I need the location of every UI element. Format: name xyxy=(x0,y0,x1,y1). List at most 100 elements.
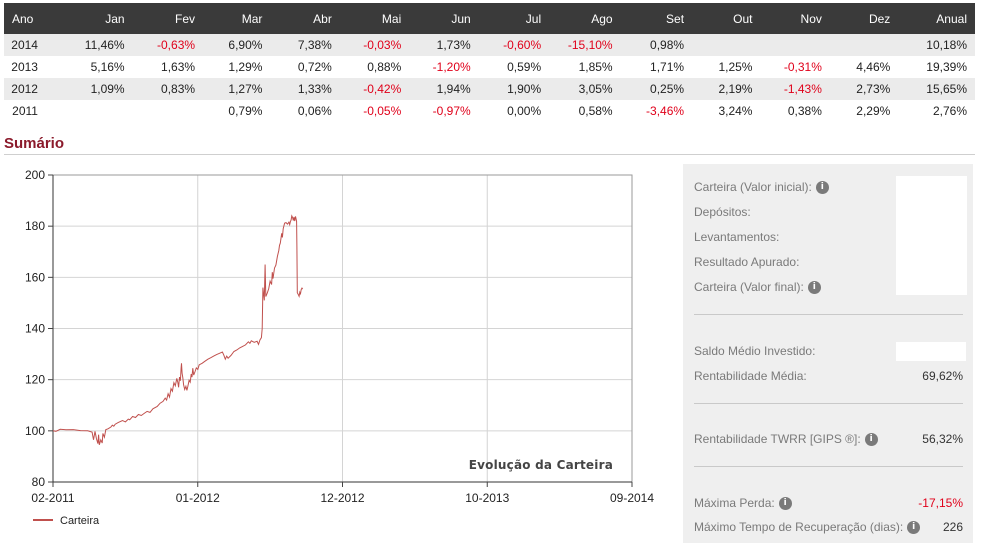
return-cell: 1,09% xyxy=(51,78,132,100)
summary-row: Levantamentos: xyxy=(694,228,963,246)
return-cell: -1,43% xyxy=(759,78,829,100)
summary-label-text: Levantamentos: xyxy=(694,230,780,244)
return-cell: 2,73% xyxy=(828,78,898,100)
return-cell: 10,18% xyxy=(897,34,975,56)
column-header-out: Out xyxy=(691,3,760,34)
chart-title: Evolução da Carteira xyxy=(469,458,613,472)
column-header-mai: Mai xyxy=(338,3,409,34)
table-row: 2012 1,09% 0,83% 1,27% 1,33% -0,42% 1,94% 1,90%… xyxy=(4,78,975,100)
portfolio-evolution-chart: 80 100 120 140 160 180 200 02-2011 01-2012 12-20… xyxy=(25,168,654,527)
summary-row-label: Depósitos: xyxy=(694,205,751,219)
info-circle-icon[interactable]: i xyxy=(815,180,829,194)
summary-row: Resultado Apurado: xyxy=(694,253,963,271)
return-cell: -0,42% xyxy=(338,78,409,100)
year-cell: 2013 xyxy=(4,56,52,78)
return-cell: 6,90% xyxy=(202,34,270,56)
legend-label-carteira[interactable]: Carteira xyxy=(60,515,100,527)
x-tick-label: 10-2013 xyxy=(465,491,509,505)
summary-row-label: Rentabilidade TWRR [GIPS ®]: i xyxy=(694,432,878,446)
return-cell: 11,46% xyxy=(51,34,132,56)
table-row: 2011 0,79% 0,06% -0,05% -0,97% 0,00% 0,58% -3,4… xyxy=(4,100,975,122)
column-header-fev: Fev xyxy=(131,3,203,34)
summary-row-label: Carteira (Valor inicial): i xyxy=(694,180,829,194)
y-tick-label: 100 xyxy=(25,424,45,438)
column-header-jan: Jan xyxy=(51,3,132,34)
summary-row-value: 226 xyxy=(942,520,963,534)
return-cell: 0,83% xyxy=(131,78,203,100)
summary-row: Máximo Tempo de Recuperação (dias): i 226 xyxy=(694,518,963,536)
return-cell: 1,25% xyxy=(691,56,760,78)
return-cell: 1,90% xyxy=(477,78,549,100)
column-header-anual: Anual xyxy=(897,3,975,34)
panel-divider xyxy=(694,314,963,315)
return-cell: 1,29% xyxy=(202,56,270,78)
summary-row-label: Saldo Médio Investido: xyxy=(694,344,815,358)
values-box-top xyxy=(896,176,967,295)
return-cell: 0,79% xyxy=(202,100,270,122)
chart-grid xyxy=(53,174,632,483)
return-cell xyxy=(51,100,132,122)
summary-row: Rentabilidade Média: 69,62% xyxy=(694,367,963,385)
return-cell: 0,00% xyxy=(477,100,549,122)
return-cell: -1,20% xyxy=(408,56,478,78)
return-cell: 1,94% xyxy=(408,78,478,100)
return-cell: 3,05% xyxy=(548,78,620,100)
summary-row-label: Levantamentos: xyxy=(694,230,779,244)
summary-row-label: Rentabilidade Média: xyxy=(694,369,807,383)
return-cell: -0,05% xyxy=(338,100,409,122)
return-cell: 19,39% xyxy=(897,56,975,78)
return-cell: 1,33% xyxy=(269,78,339,100)
x-tick-label: 12-2012 xyxy=(320,491,364,505)
info-circle-icon[interactable]: i xyxy=(864,432,878,446)
summary-row: Rentabilidade TWRR [GIPS ®]: i 56,32% xyxy=(694,430,963,448)
y-tick-label: 180 xyxy=(25,219,45,233)
panel-divider xyxy=(694,466,963,467)
summary-label-text: Resultado Apurado: xyxy=(694,255,800,269)
year-cell: 2012 xyxy=(4,78,52,100)
summary-label-text: Rentabilidade TWRR [GIPS ®]: xyxy=(694,432,861,446)
return-cell: -0,60% xyxy=(477,34,549,56)
info-circle-icon[interactable]: i xyxy=(807,280,821,294)
year-cell: 2011 xyxy=(4,100,52,122)
summary-row: Saldo Médio Investido: xyxy=(694,342,963,360)
summary-row-label: Resultado Apurado: xyxy=(694,255,799,269)
return-cell: 1,71% xyxy=(619,56,692,78)
return-cell: -0,97% xyxy=(408,100,478,122)
returns-header-row: Ano Jan Fev Mar Abr Mai Jun Jul Ago Set Out Nov Dez A… xyxy=(4,3,975,34)
return-cell: -15,10% xyxy=(548,34,620,56)
return-cell: -3,46% xyxy=(619,100,692,122)
summary-label-text: Carteira (Valor final): xyxy=(694,280,804,294)
summary-row: Depósitos: xyxy=(694,203,963,221)
return-cell: 0,25% xyxy=(619,78,692,100)
info-circle-icon[interactable]: i xyxy=(778,496,792,510)
return-cell: 0,72% xyxy=(269,56,339,78)
return-cell: 2,29% xyxy=(828,100,898,122)
return-cell: 4,46% xyxy=(828,56,898,78)
summary-label-text: Depósitos: xyxy=(694,205,751,219)
summary-row-label: Máximo Tempo de Recuperação (dias): i xyxy=(694,520,921,534)
return-cell: 0,59% xyxy=(477,56,549,78)
column-header-mar: Mar xyxy=(202,3,270,34)
column-header-nov: Nov xyxy=(759,3,829,34)
y-tick-label: 120 xyxy=(25,373,45,387)
summary-panel: Carteira (Valor inicial): i Depósitos: Leva… xyxy=(683,164,973,543)
column-header-jul: Jul xyxy=(477,3,549,34)
return-cell: 3,24% xyxy=(691,100,760,122)
summary-row: Máxima Perda: i -17,15% xyxy=(694,494,963,512)
return-cell: 2,19% xyxy=(691,78,760,100)
summary-label-text: Máxima Perda: xyxy=(694,496,775,510)
return-cell: 1,63% xyxy=(131,56,203,78)
x-tick-label: 09-2014 xyxy=(610,491,654,505)
y-tick-label: 140 xyxy=(25,322,45,336)
column-header-jun: Jun xyxy=(408,3,478,34)
y-axis-ticks: 80 100 120 140 160 180 200 xyxy=(25,168,53,489)
summary-row-label: Máxima Perda: i xyxy=(694,496,792,510)
x-axis-ticks: 02-2011 01-2012 12-2012 10-2013 09-2014 xyxy=(31,482,654,505)
return-cell xyxy=(131,100,203,122)
info-circle-icon[interactable]: i xyxy=(907,520,921,534)
return-cell: -0,03% xyxy=(338,34,409,56)
column-header-dez: Dez xyxy=(828,3,898,34)
return-cell: -0,31% xyxy=(759,56,829,78)
panel-divider xyxy=(694,403,963,404)
return-cell: 5,16% xyxy=(51,56,132,78)
